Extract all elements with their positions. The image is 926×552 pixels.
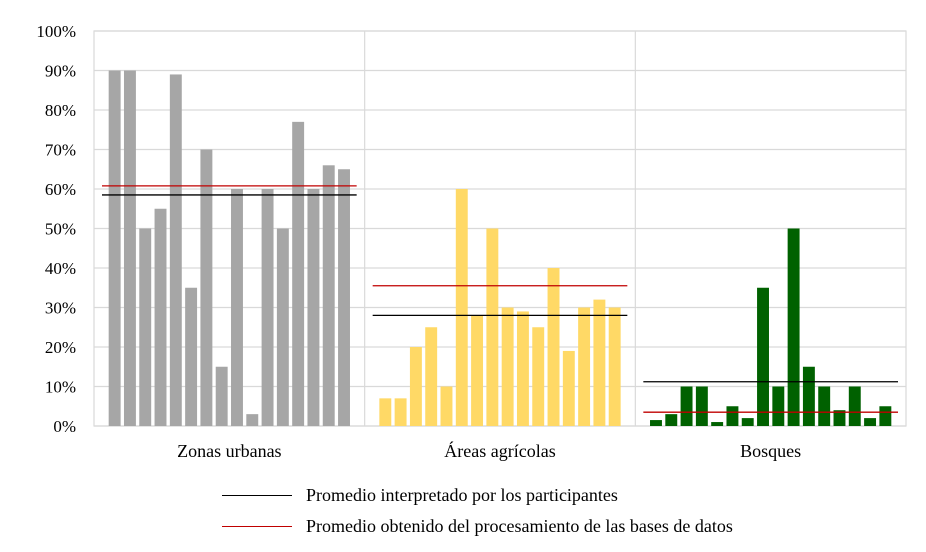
legend-label-participants: Promedio interpretado por los participan… <box>306 485 618 505</box>
bar <box>833 410 846 426</box>
bar <box>276 228 289 426</box>
y-tick-label: 60% <box>45 180 76 199</box>
bar <box>185 287 198 426</box>
legend-item-databases: Promedio obtenido del procesamiento de l… <box>222 516 733 537</box>
bar <box>394 398 407 426</box>
bar <box>440 386 453 426</box>
y-tick-label: 30% <box>45 299 76 318</box>
bar <box>787 228 800 426</box>
bar <box>516 311 529 426</box>
bar <box>665 414 678 426</box>
bar <box>757 287 769 426</box>
plot-border <box>93 30 907 427</box>
bar <box>379 398 392 426</box>
bar <box>231 189 243 426</box>
y-tick-label: 50% <box>45 220 76 239</box>
y-tick-label: 0% <box>53 417 76 436</box>
bar <box>292 121 305 426</box>
y-tick-label: 80% <box>45 101 76 120</box>
bar <box>547 268 560 426</box>
bar <box>695 386 708 426</box>
y-tick-label: 20% <box>45 338 76 357</box>
bar <box>455 189 468 426</box>
bar <box>879 406 892 426</box>
y-tick-label: 90% <box>45 62 76 81</box>
bar <box>711 422 724 426</box>
bar <box>562 350 575 426</box>
bar <box>593 299 606 426</box>
bar <box>802 366 815 426</box>
bar <box>608 307 621 426</box>
bar <box>261 189 274 426</box>
bar <box>650 420 662 426</box>
bar <box>409 347 422 426</box>
bar <box>200 149 213 426</box>
bar <box>726 406 739 426</box>
legend-line-black <box>222 495 292 496</box>
legend-label-databases: Promedio obtenido del procesamiento de l… <box>306 516 733 536</box>
category-label: Zonas urbanas <box>177 441 281 461</box>
category-label: Bosques <box>740 441 801 461</box>
legend-line-red <box>222 526 292 527</box>
bar <box>864 418 877 426</box>
bar <box>307 189 320 426</box>
bar <box>532 327 545 426</box>
bar <box>154 208 167 426</box>
bar <box>471 315 484 426</box>
bar <box>215 366 228 426</box>
bar <box>108 70 121 426</box>
category-label: Áreas agrícolas <box>444 440 555 461</box>
bar <box>578 307 591 426</box>
y-tick-label: 10% <box>45 378 76 397</box>
bar <box>818 386 831 426</box>
y-tick-label: 40% <box>45 259 76 278</box>
bar <box>741 418 754 426</box>
bar <box>123 70 136 426</box>
bar <box>848 386 861 426</box>
legend-item-participants: Promedio interpretado por los participan… <box>222 485 618 506</box>
bar <box>772 386 785 426</box>
bar <box>680 386 693 426</box>
bar <box>486 228 499 426</box>
bar <box>501 307 514 426</box>
bar <box>338 169 350 426</box>
bar <box>139 228 152 426</box>
y-tick-label: 100% <box>36 22 76 41</box>
bar <box>246 414 259 426</box>
y-tick-label: 70% <box>45 141 76 160</box>
bar <box>425 327 438 426</box>
bar <box>322 165 335 427</box>
bar <box>169 74 182 426</box>
